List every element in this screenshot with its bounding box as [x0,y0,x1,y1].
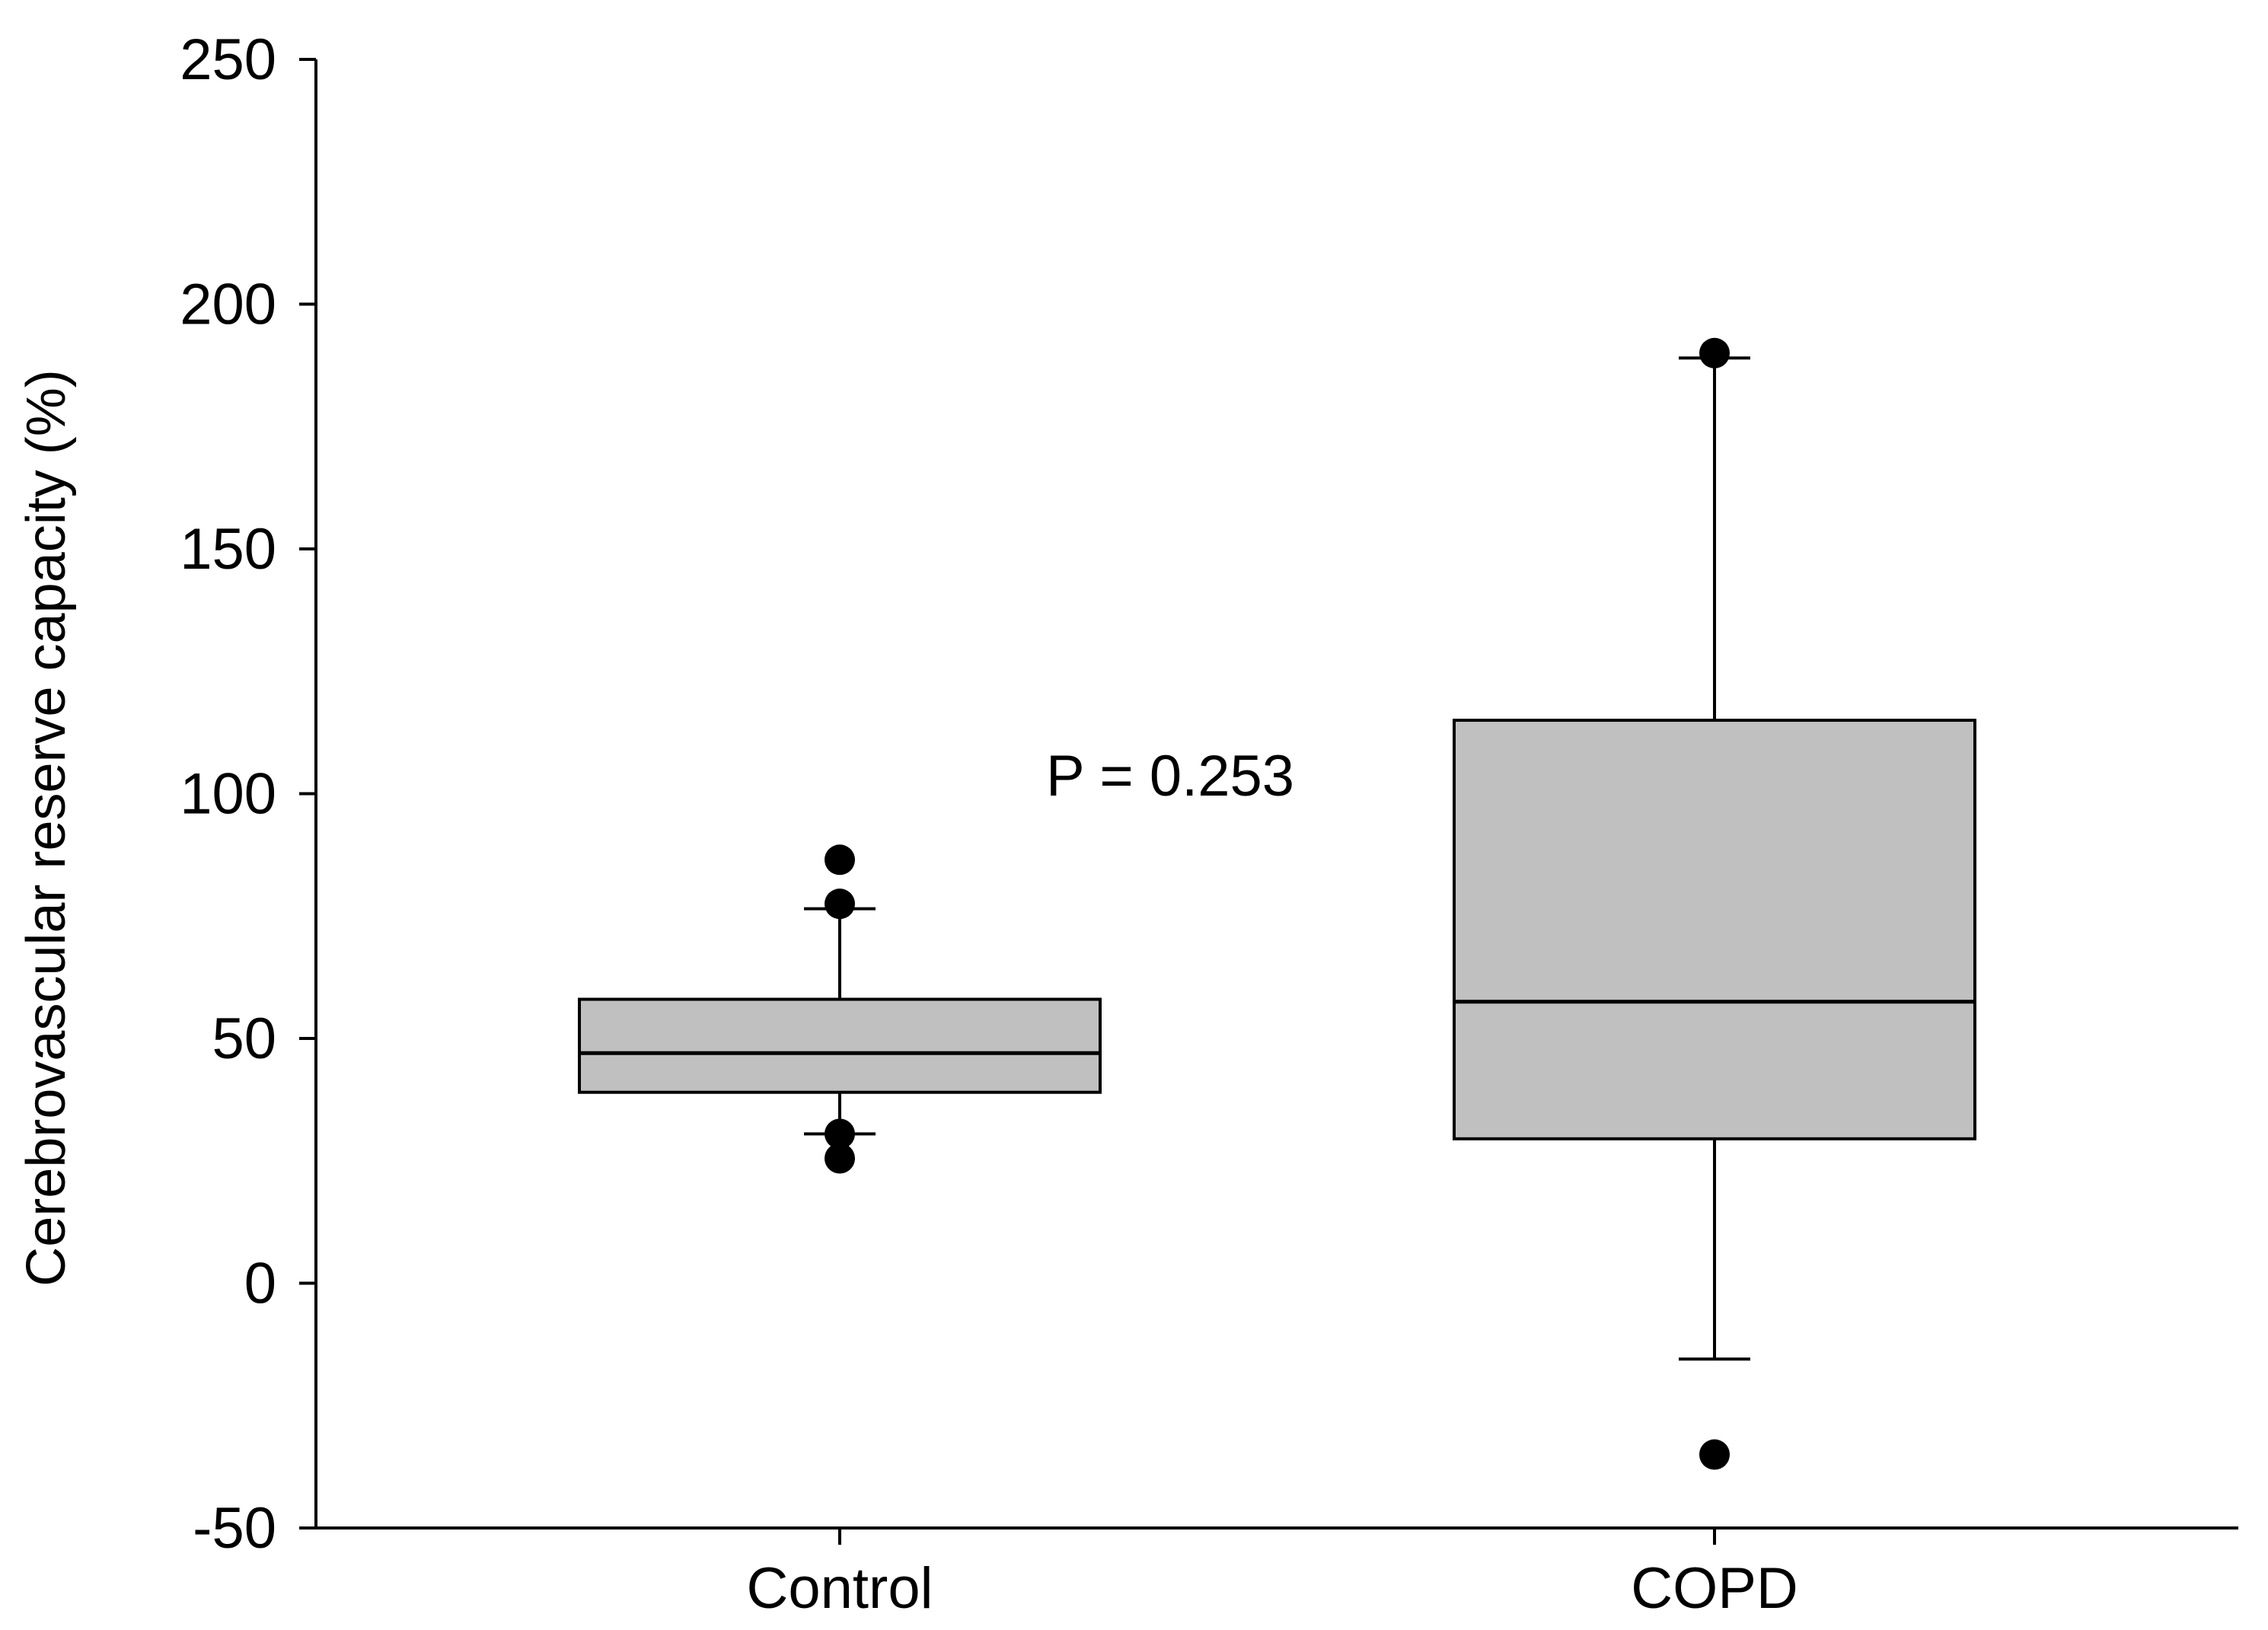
box-group-copd [1453,337,1976,1470]
y-tick-label: 50 [212,1006,276,1071]
outlier-point [825,1143,855,1174]
y-tick-label: 100 [180,762,276,827]
x-tick-label-copd: COPD [1631,1556,1798,1621]
y-tick-label: 250 [180,27,276,92]
outlier-point [1699,337,1730,368]
boxes-layer [578,337,1976,1470]
outlier-point [1699,1439,1730,1470]
y-tick-label: 150 [180,517,276,582]
box-group-control [578,844,1102,1174]
y-tick-label: 0 [244,1252,276,1316]
iqr-box [578,997,1102,1094]
ticks-layer: -50 0 50 100 150 200 250 Control COPD [180,27,1798,1621]
iqr-box [1453,719,1976,1140]
y-axis-title: Cerebrovascular reserve capacity (%) [16,369,77,1286]
p-value-annotation: P = 0.253 [1046,744,1294,809]
outlier-point [825,844,855,876]
outlier-point [825,888,855,920]
outlier-point [825,1118,855,1150]
y-tick-label: 200 [180,273,276,337]
y-tick-label: -50 [193,1496,276,1561]
x-tick-label-control: Control [747,1556,933,1621]
